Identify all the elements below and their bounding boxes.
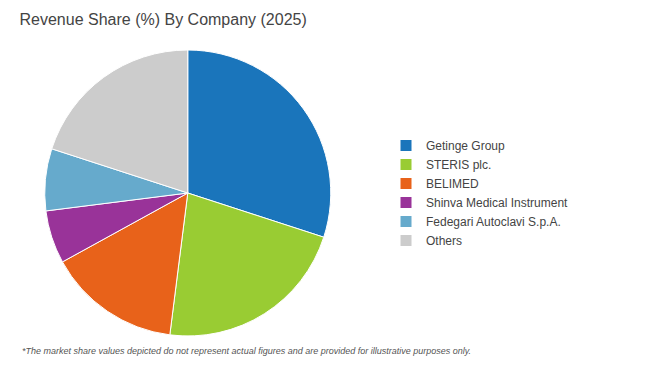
svg-text:Others: Others (426, 234, 462, 248)
svg-text:*The market share values depic: *The market share values depicted do not… (22, 346, 471, 356)
svg-text:BELIMED: BELIMED (426, 177, 479, 191)
svg-text:Getinge Group: Getinge Group (426, 139, 505, 153)
svg-text:Revenue Share (%) By Company (: Revenue Share (%) By Company (2025) (20, 11, 307, 28)
svg-text:Fedegari Autoclavi S.p.A.: Fedegari Autoclavi S.p.A. (426, 215, 561, 229)
svg-text:Shinva Medical Instrument: Shinva Medical Instrument (426, 196, 568, 210)
svg-text:STERIS plc.: STERIS plc. (426, 158, 491, 172)
